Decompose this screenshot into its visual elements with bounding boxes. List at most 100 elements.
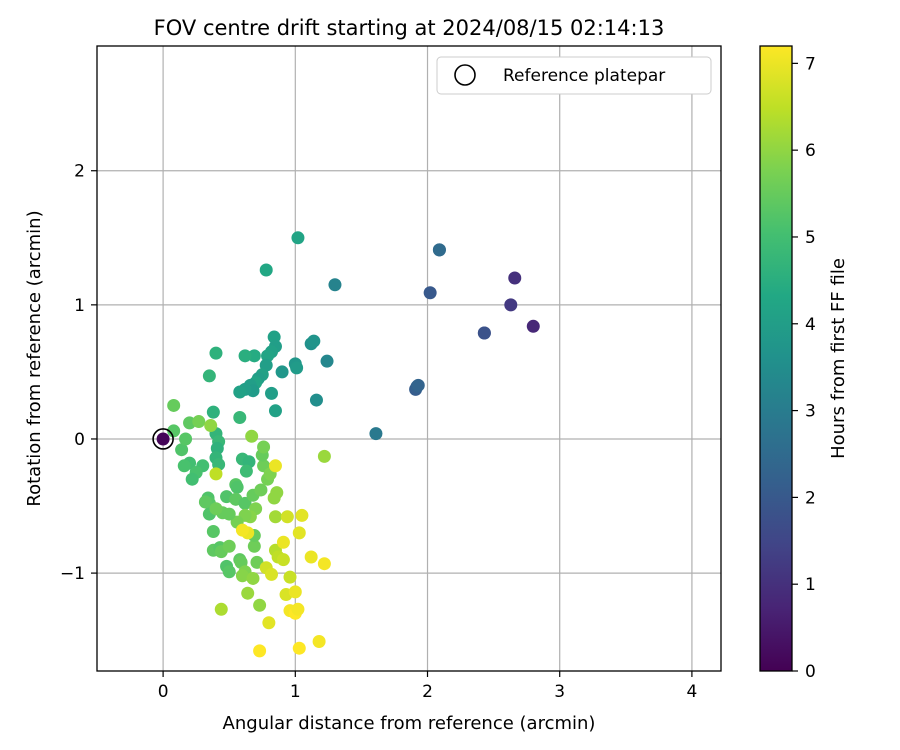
data-point	[247, 349, 261, 363]
data-point	[239, 464, 253, 478]
data-point	[411, 378, 425, 392]
legend: Reference platepar	[436, 56, 712, 95]
data-point	[369, 427, 383, 441]
data-point	[222, 539, 236, 553]
x-tick-label: 3	[554, 682, 565, 702]
data-point	[185, 472, 199, 486]
data-point	[222, 565, 236, 579]
data-point	[283, 570, 297, 584]
data-point	[167, 398, 181, 412]
data-point	[177, 459, 191, 473]
y-axis-ticks: −1 0 1 2	[60, 162, 97, 584]
data-point	[262, 616, 276, 630]
data-point	[317, 449, 331, 463]
colorbar-tick-label: 1	[805, 575, 816, 595]
data-point	[233, 385, 247, 399]
data-point	[265, 386, 279, 400]
data-point	[526, 319, 540, 333]
data-point	[312, 634, 326, 648]
data-point	[292, 526, 306, 540]
data-point	[214, 602, 228, 616]
data-point	[320, 354, 334, 368]
data-point	[254, 483, 268, 497]
data-point	[179, 432, 193, 446]
x-tick-label: 0	[158, 682, 169, 702]
data-point	[209, 502, 223, 516]
colorbar-label: Hours from first FF file	[828, 258, 849, 459]
plot-frame	[96, 45, 722, 672]
x-tick-label: 2	[422, 682, 433, 702]
data-point	[245, 429, 259, 443]
colorbar-tick-label: 6	[805, 141, 816, 161]
x-axis-label: Angular distance from reference (arcmin)	[223, 713, 596, 734]
data-point	[292, 641, 306, 655]
y-axis-label: Rotation from reference (arcmin)	[24, 210, 45, 506]
data-point	[238, 496, 252, 510]
colorbar-gradient	[760, 46, 792, 671]
data-point	[167, 424, 181, 438]
data-point	[309, 393, 323, 407]
data-point	[295, 508, 309, 522]
data-point	[230, 480, 244, 494]
data-point	[246, 571, 260, 585]
data-point	[247, 539, 261, 553]
data-point	[432, 243, 446, 257]
y-tick-label: −1	[60, 564, 85, 584]
y-tick-label: 2	[74, 162, 85, 182]
data-point	[238, 349, 252, 363]
y-tick-label: 1	[74, 296, 85, 316]
data-point	[241, 586, 255, 600]
data-point	[235, 523, 249, 537]
data-point	[280, 510, 294, 524]
legend-reference-marker	[454, 64, 476, 86]
data-point	[175, 443, 189, 457]
data-point	[504, 298, 518, 312]
colorbar-tick-label: 2	[805, 488, 816, 508]
colorbar-ticks: 0 1 2 3 4 5 6 7	[792, 54, 816, 682]
y-tick-label: 0	[74, 430, 85, 450]
data-point	[290, 361, 304, 375]
data-point	[235, 569, 249, 583]
data-point	[275, 365, 289, 379]
data-point	[209, 467, 223, 481]
colorbar-tick-label: 7	[805, 54, 816, 74]
data-point	[477, 326, 491, 340]
colorbar-tick-label: 3	[805, 402, 816, 422]
data-point	[307, 334, 321, 348]
reference-platepar-marker	[152, 428, 174, 450]
x-tick-label: 1	[290, 682, 301, 702]
data-point	[291, 602, 305, 616]
data-point	[268, 459, 282, 473]
data-point	[198, 495, 212, 509]
data-point	[276, 553, 290, 567]
colorbar-tick-label: 5	[805, 228, 816, 248]
data-point	[268, 404, 282, 418]
colorbar-tick-label: 0	[805, 662, 816, 682]
data-point	[267, 491, 281, 505]
legend-entry-reference-platepar: Reference platepar	[503, 66, 665, 86]
data-point	[206, 525, 220, 539]
legend-box	[436, 56, 712, 95]
x-axis-ticks: 0 1 2 3 4	[158, 671, 698, 702]
data-point	[328, 278, 342, 292]
data-point	[253, 598, 267, 612]
data-point	[257, 440, 271, 454]
data-point	[276, 535, 290, 549]
data-point	[265, 567, 279, 581]
x-tick-label: 4	[687, 682, 698, 702]
data-point	[209, 346, 223, 360]
data-point	[233, 411, 247, 425]
data-point	[156, 432, 170, 446]
colorbar-tick-label: 4	[805, 315, 816, 335]
data-point	[317, 557, 331, 571]
data-points	[152, 231, 540, 658]
data-point	[291, 231, 305, 245]
data-point	[259, 263, 273, 277]
data-point	[206, 405, 220, 419]
data-point	[304, 550, 318, 564]
colorbar: 0 1 2 3 4 5 6 7 Hours from first FF file	[759, 45, 849, 682]
data-point	[423, 286, 437, 300]
chart-title: FOV centre drift starting at 2024/08/15 …	[154, 16, 665, 40]
data-point	[253, 644, 267, 658]
